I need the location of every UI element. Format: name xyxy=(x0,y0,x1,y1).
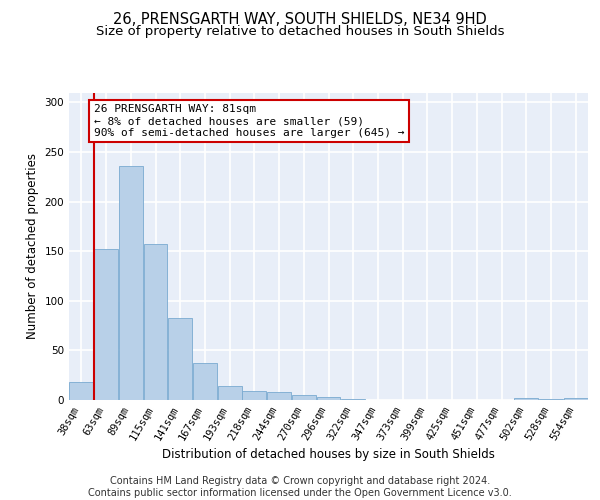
Bar xyxy=(70,382,94,400)
Bar xyxy=(193,364,217,400)
Y-axis label: Number of detached properties: Number of detached properties xyxy=(26,153,39,339)
Bar xyxy=(242,391,266,400)
Bar xyxy=(119,166,143,400)
Bar xyxy=(539,399,563,400)
Bar xyxy=(94,249,118,400)
Bar xyxy=(168,318,192,400)
Bar xyxy=(143,244,167,400)
Text: 26, PRENSGARTH WAY, SOUTH SHIELDS, NE34 9HD: 26, PRENSGARTH WAY, SOUTH SHIELDS, NE34 … xyxy=(113,12,487,28)
Bar xyxy=(514,398,538,400)
Bar xyxy=(341,399,365,400)
Bar xyxy=(218,386,242,400)
X-axis label: Distribution of detached houses by size in South Shields: Distribution of detached houses by size … xyxy=(162,448,495,461)
Text: Contains HM Land Registry data © Crown copyright and database right 2024.
Contai: Contains HM Land Registry data © Crown c… xyxy=(88,476,512,498)
Bar xyxy=(267,392,291,400)
Text: Size of property relative to detached houses in South Shields: Size of property relative to detached ho… xyxy=(96,25,504,38)
Bar xyxy=(563,398,587,400)
Text: 26 PRENSGARTH WAY: 81sqm
← 8% of detached houses are smaller (59)
90% of semi-de: 26 PRENSGARTH WAY: 81sqm ← 8% of detache… xyxy=(94,104,404,138)
Bar xyxy=(317,397,340,400)
Bar xyxy=(292,395,316,400)
